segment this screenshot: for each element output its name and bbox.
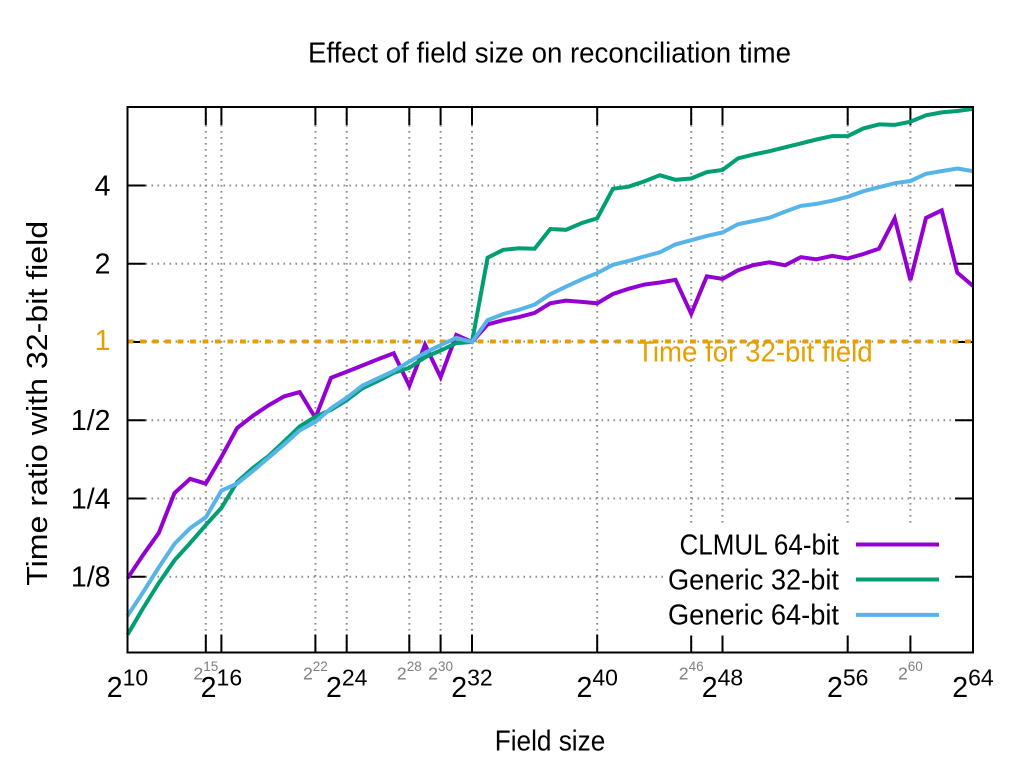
svg-text:CLMUL 64-bit: CLMUL 64-bit (680, 529, 840, 561)
svg-text:Time ratio with 32-bit field: Time ratio with 32-bit field (22, 221, 54, 586)
svg-text:1/8: 1/8 (71, 562, 111, 594)
svg-text:4: 4 (95, 170, 111, 202)
svg-text:Field size: Field size (495, 726, 606, 758)
svg-text:2: 2 (95, 249, 111, 281)
svg-text:1/4: 1/4 (71, 483, 111, 515)
svg-text:1/2: 1/2 (71, 405, 111, 437)
svg-text:Generic 64-bit: Generic 64-bit (668, 600, 839, 632)
svg-text:Generic 32-bit: Generic 32-bit (668, 564, 839, 596)
svg-text:1: 1 (95, 325, 111, 357)
svg-text:Effect of field size on reconc: Effect of field size on reconciliation t… (308, 38, 791, 70)
svg-text:Time for 32-bit field: Time for 32-bit field (637, 337, 873, 369)
